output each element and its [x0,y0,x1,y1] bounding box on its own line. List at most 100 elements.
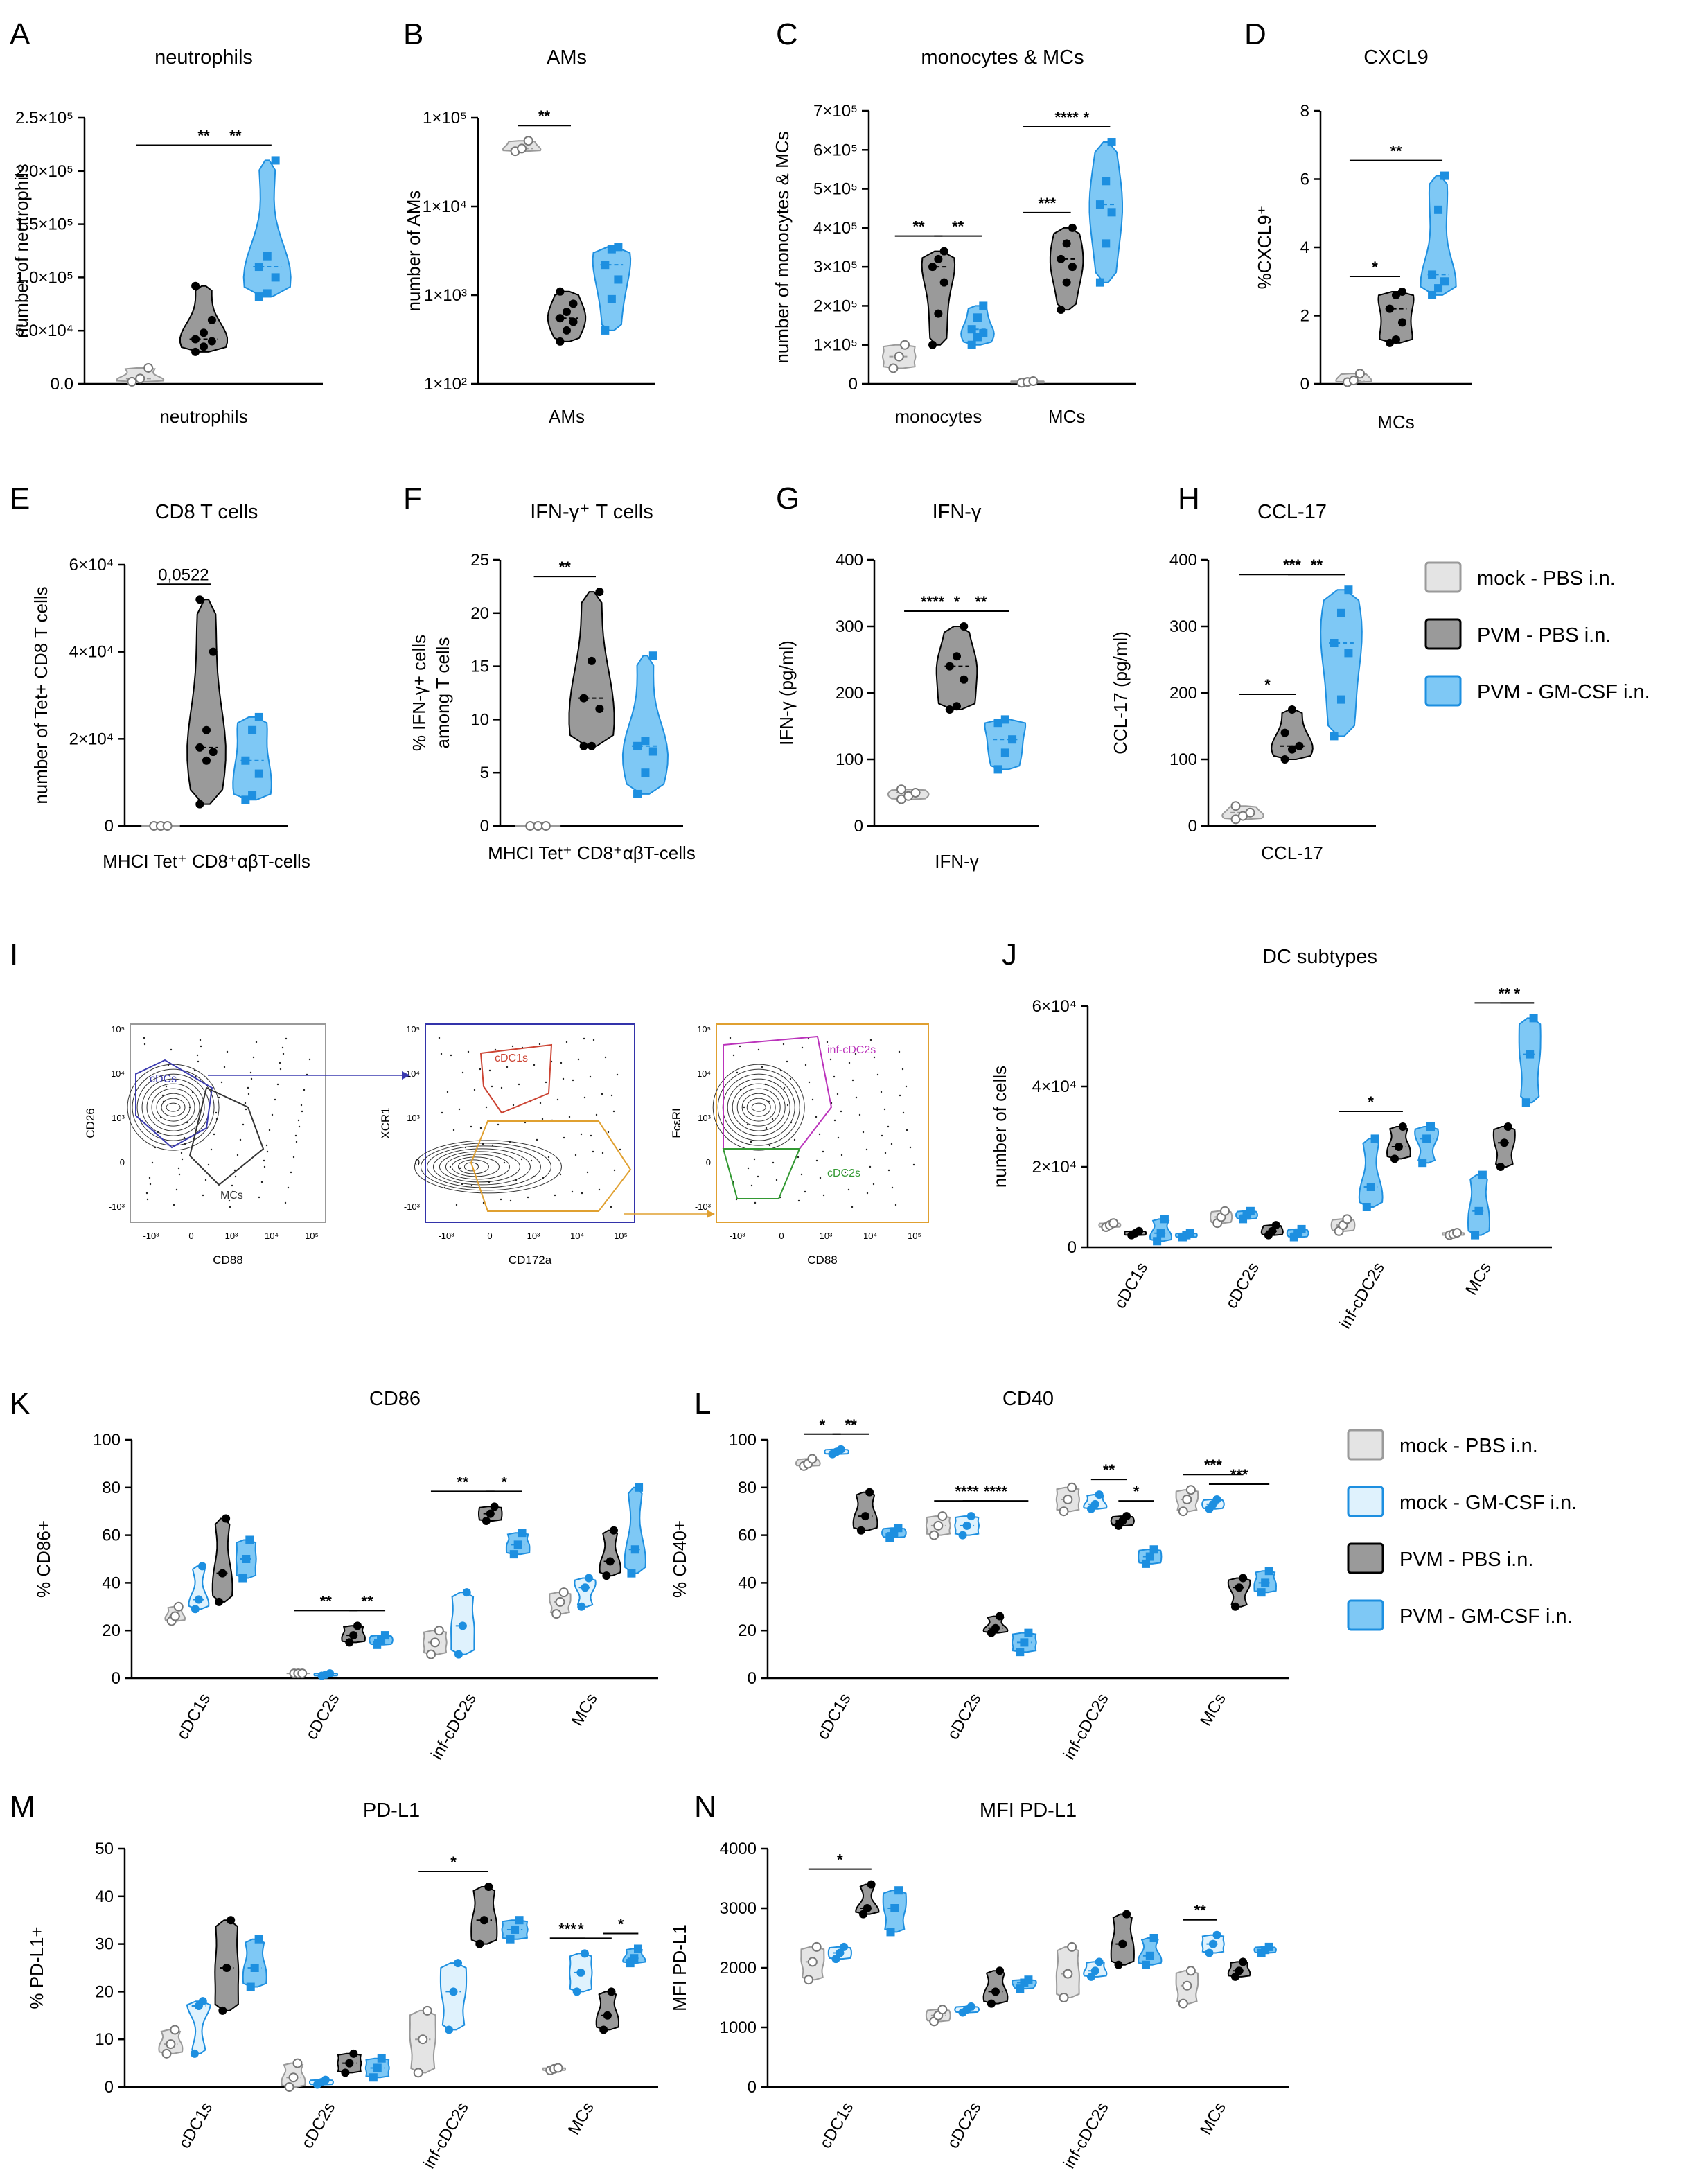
event-dot [247,1093,250,1095]
category-2 [1330,1122,1440,1236]
event-dot [739,1045,741,1048]
data-point [1336,608,1345,617]
event-dot [607,1131,610,1134]
y-tick-label: -10³ [404,1201,421,1212]
data-point [198,1997,207,2006]
x-axis-label: neutrophils [159,406,247,427]
data-point [525,821,536,831]
gate-label: cDCs [150,1073,177,1085]
legend-swatch-mock [1347,1429,1384,1461]
event-dot [281,1046,284,1049]
legend-top: mock - PBS i.n. PVM - PBS i.n. PVM - GM-CS… [1424,561,1650,707]
event-dot [287,1186,290,1189]
data-point [1392,335,1400,344]
event-dot [890,1143,893,1145]
significance-label: ** [1103,1461,1115,1479]
y-tick-label: 4 [1300,238,1309,257]
panel-n: N MFI PD-L1 0 1000 2000 3000 4000 MFI PD-L1 cDC1… [669,1790,1289,2172]
violin-pvm [179,285,228,353]
data-point [170,2025,180,2035]
significance-label: ** [538,107,551,125]
plot-frame [425,1023,635,1223]
y-tick-label: 0 [706,1157,711,1168]
event-dot [199,1039,202,1041]
y-tick-label: 10³ [407,1113,420,1123]
event-dot [883,1108,886,1111]
x-tick-label: monocytes [894,406,982,427]
event-dot [880,1091,883,1093]
event-dot [503,1161,506,1164]
y-tick-label: 200 [836,684,863,703]
panel-h: H CCL-17 0 100 200 300 400 CCL-17 (pg/ml) CCL-17… [1110,482,1376,863]
event-dot [455,1204,458,1206]
y-tick-label: 10 [470,710,489,729]
flow-plot-2: cDC1s -10³ 0 10³ 10⁴ 10⁵ 10⁵ 10⁴ 10³ 0 -10³ CD172a X… [379,1023,635,1267]
data-point [1185,1966,1196,1976]
violin-gm [1414,1126,1440,1164]
x-tick-label: cDC2s [298,2099,339,2152]
data-point [967,325,976,334]
data-point [1397,288,1406,297]
data-point [1529,1014,1538,1023]
significance-label: * [578,1920,584,1937]
y-tick-label: 10⁴ [111,1068,125,1079]
event-dot [887,1125,890,1128]
data-point [569,317,578,326]
event-dot [532,1175,535,1178]
event-dot [186,1121,188,1124]
data-point [811,1941,822,1952]
data-point [1068,223,1077,232]
event-dot [789,1077,792,1080]
y-axis-label: IFN-γ (pg/ml) [776,640,797,746]
x-tick-label: MCs [1196,2099,1230,2138]
x-tick-label: inf-cDC2s [1336,1260,1388,1332]
event-dot [223,1066,226,1068]
event-dot [905,1085,908,1088]
x-axis-label: CD88 [807,1253,837,1267]
y-tick-label: -10³ [109,1201,125,1212]
data-point [1095,1957,1104,1966]
event-dot [772,1161,775,1164]
y-axis-label: number of neutrophils [11,164,32,337]
event-dot [804,1190,806,1193]
event-dot [808,1081,811,1084]
category-0 [795,1445,907,1542]
data-point [1239,1957,1248,1966]
data-point [349,1631,358,1640]
violin-pvm [921,250,956,346]
event-dot [482,1201,485,1204]
data-point [373,2063,382,2072]
event-dot [196,1054,199,1057]
data-point [1288,705,1296,714]
significance-bar: ** [294,1592,358,1612]
data-point [1231,1972,1240,1981]
y-tick-label: 1×10⁵ [813,336,858,355]
x-tick-label: cDC1s [816,2099,857,2152]
event-dot [441,1111,443,1114]
data-point [288,2072,299,2083]
category-2 [1055,1482,1163,1568]
y-tick-label: 2.5×10⁵ [15,109,73,127]
data-point [162,821,173,831]
data-point [1390,1154,1399,1163]
data-point [369,2073,378,2082]
data-point [581,1583,590,1592]
plot-frame [716,1023,929,1223]
data-point [349,2049,358,2058]
event-dot [779,1069,782,1072]
data-point [191,335,200,344]
category-1 [925,1966,1037,2027]
y-axis-label: number of AMs [403,191,424,312]
data-point [218,2006,227,2015]
x-tick-label: 0 [487,1231,492,1241]
event-dot [865,1148,868,1151]
event-dot [482,1143,484,1145]
event-dot [473,1089,476,1091]
panel-letter: D [1244,17,1266,51]
significance-label: * [820,1416,826,1434]
event-dot [568,1116,571,1118]
data-point [1090,1966,1099,1975]
x-tick-label: 10⁵ [305,1231,319,1241]
data-point [991,1623,1000,1632]
